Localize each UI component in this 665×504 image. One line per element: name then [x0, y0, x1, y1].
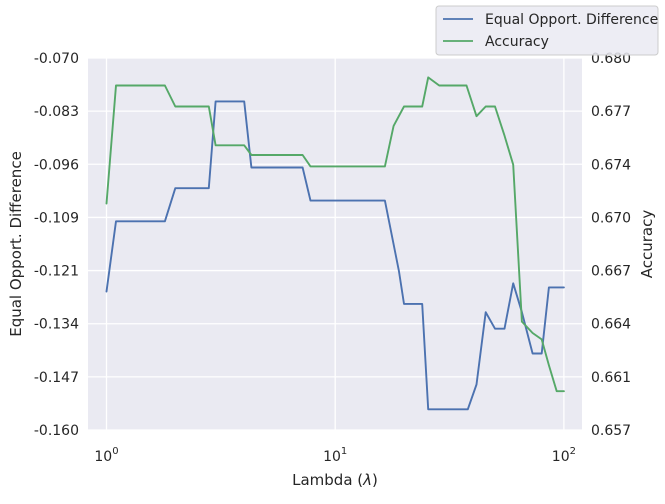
y-tick-label-right: 0.661 [591, 370, 631, 386]
series-line-accuracy [105, 76, 565, 393]
y-tick-label-left: -0.070 [34, 51, 79, 67]
y-tick-label-right: 0.674 [591, 157, 631, 173]
legend-label-accuracy: Accuracy [485, 34, 549, 50]
y-tick-label-right: 0.677 [591, 104, 631, 120]
series-line-equal-opport [105, 100, 565, 411]
y-tick-label-left: -0.121 [34, 264, 79, 280]
y-tick-label-left: -0.134 [34, 317, 79, 333]
legend-label-equal-opport: Equal Opport. Difference [485, 12, 658, 28]
y-tick-label-right: 0.670 [591, 210, 631, 226]
y-axis-label-left: Equal Opport. Difference [7, 151, 25, 337]
y-axis-label-right: Accuracy [638, 210, 656, 279]
grid-lines [88, 57, 582, 431]
legend-box [435, 5, 659, 56]
y-tick-label-right: 0.664 [591, 317, 631, 333]
y-tick-label-left: -0.083 [34, 104, 79, 120]
x-tick-label: 101 [323, 446, 347, 465]
tick-labels: -0.070 0.680-0.083 0.677-0.096 0.674-0.109 0… [34, 51, 631, 465]
legend: Equal Opport. Difference Accuracy [435, 5, 659, 56]
series-lines [105, 76, 565, 411]
y-tick-label-right: 0.667 [591, 264, 631, 280]
x-tick-label: 102 [552, 446, 576, 465]
y-tick-label-right: 0.657 [591, 423, 631, 439]
y-tick-label-left: -0.096 [34, 157, 79, 173]
y-tick-label-left: -0.160 [34, 423, 79, 439]
y-tick-label-left: -0.109 [34, 210, 79, 226]
x-tick-label: 100 [94, 446, 118, 465]
x-axis-label: Lambda (λ) [292, 471, 378, 489]
y-tick-label-left: -0.147 [34, 370, 79, 386]
